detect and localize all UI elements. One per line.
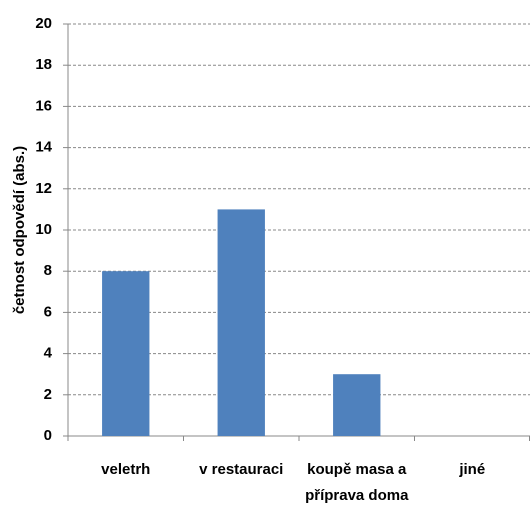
x-tick-label: veletrh [101, 461, 150, 478]
bar [102, 271, 150, 436]
y-tick-label: 6 [44, 303, 52, 320]
y-tick-label: 12 [35, 180, 52, 197]
x-tick-label: koupě masa a příprava doma [305, 461, 409, 504]
y-tick-label: 4 [44, 345, 53, 362]
y-tick-label: 18 [35, 56, 52, 73]
y-axis-label: četnost odpovědí (abs.) [11, 146, 28, 314]
y-tick-label: 0 [44, 427, 52, 444]
y-tick-label: 10 [35, 221, 52, 238]
x-tick-label: jiné [458, 461, 485, 478]
y-tick-label: 8 [44, 262, 52, 279]
x-tick-label: v restauraci [199, 461, 283, 478]
bar [333, 374, 381, 436]
y-tick-label: 20 [35, 15, 52, 32]
bar [217, 209, 265, 436]
y-tick-label: 16 [35, 97, 52, 114]
y-tick-label: 14 [35, 139, 52, 156]
y-tick-label: 2 [44, 386, 52, 403]
